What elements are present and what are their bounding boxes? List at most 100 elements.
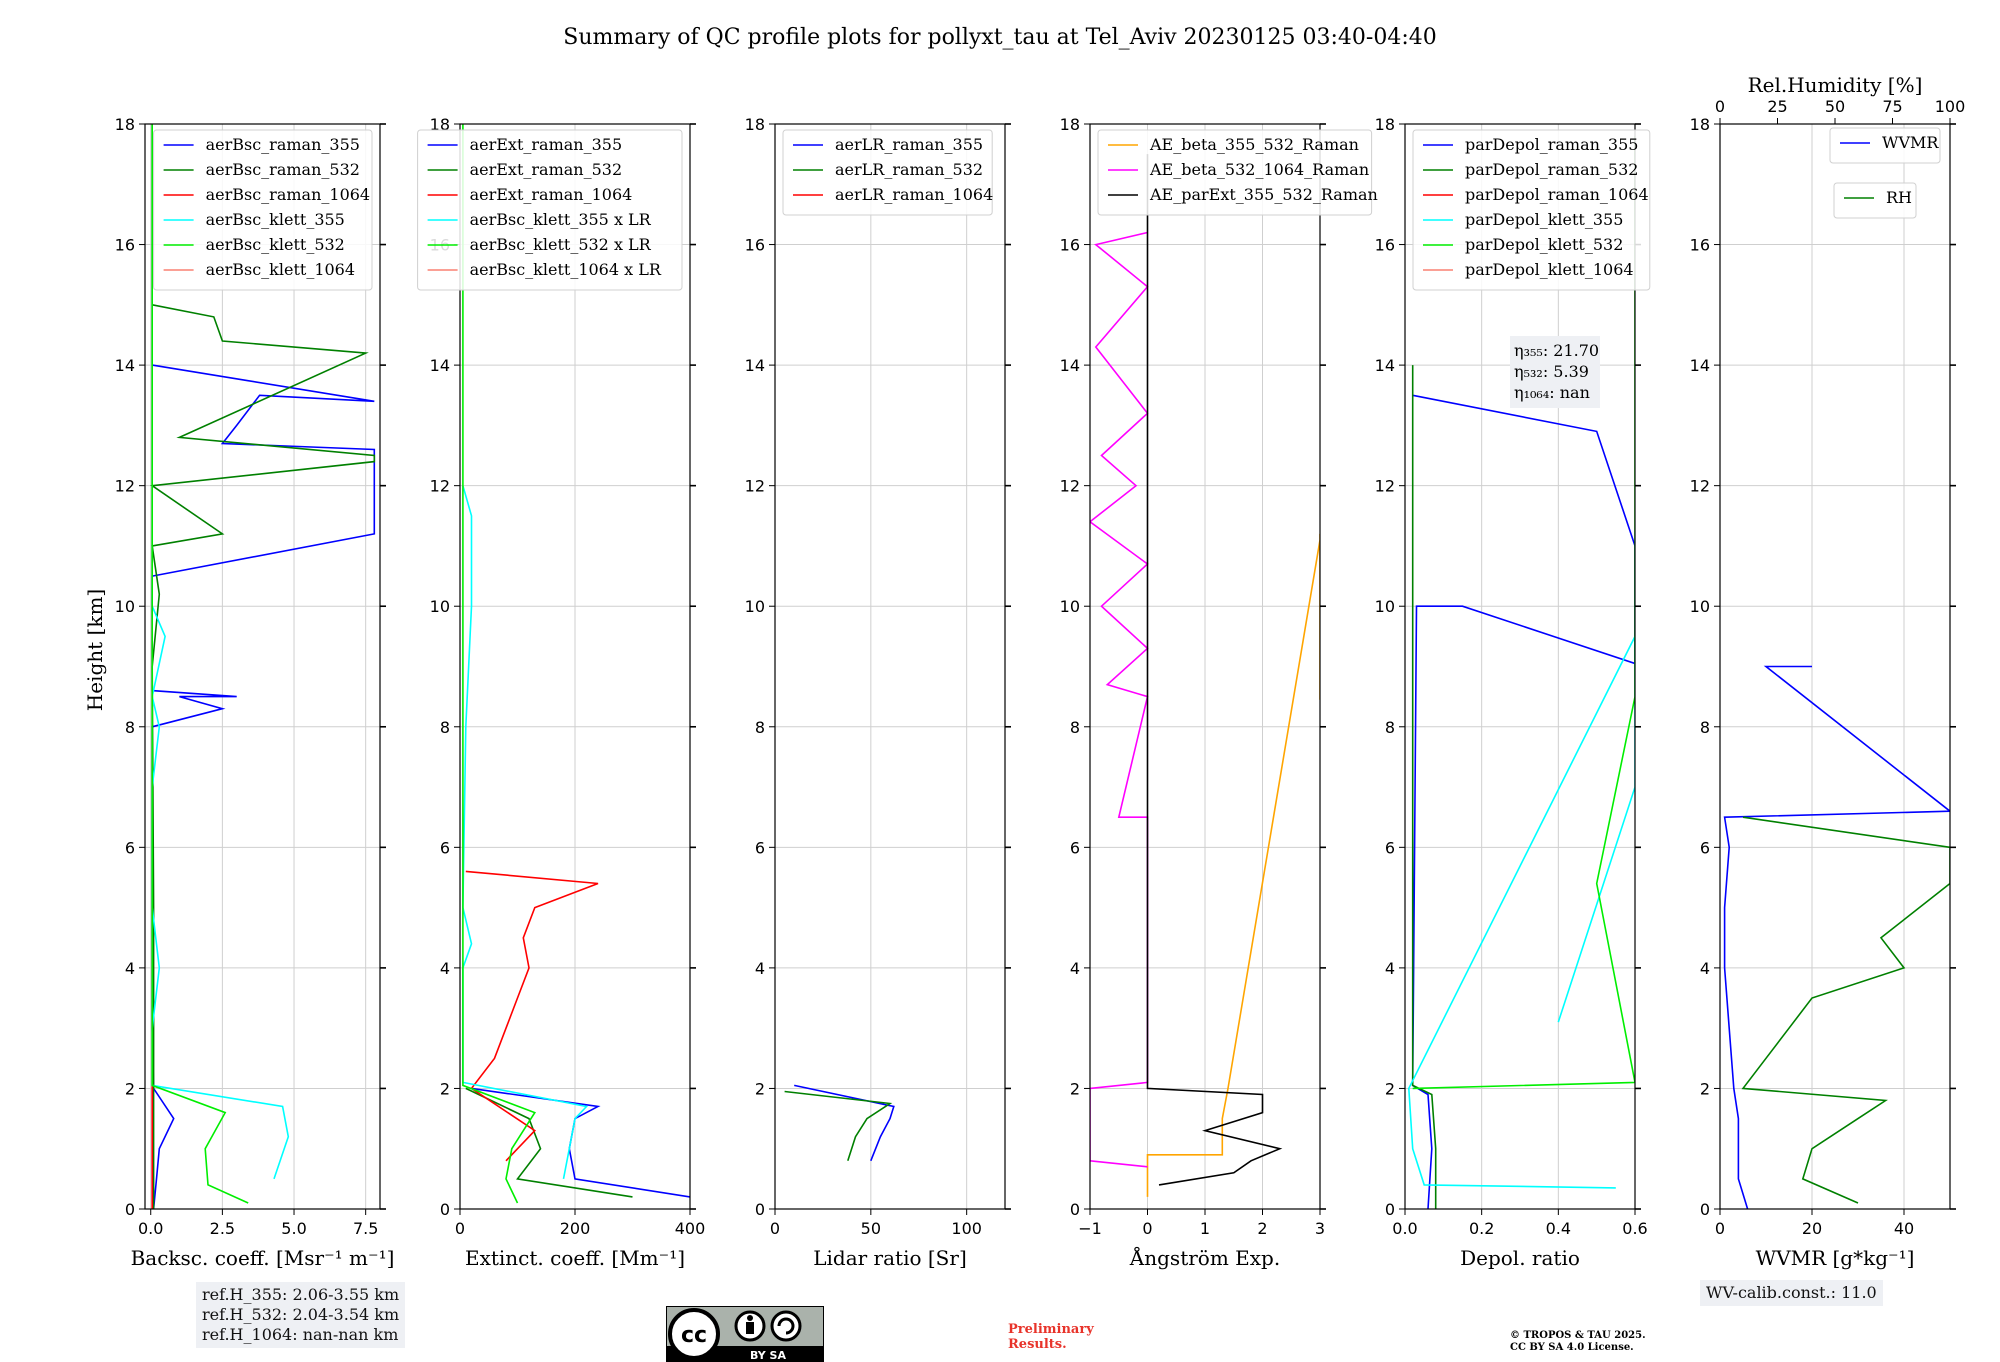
series-group [1090,154,1320,1197]
x-axis-label: Ångström Exp. [1129,1245,1280,1270]
x-tick-label: 1 [1200,1219,1210,1238]
refh-355: ref.H_355: 2.06-3.55 km [202,1285,400,1304]
y-tick-label: 12 [1060,477,1080,496]
legend: AE_beta_355_532_Raman AE_beta_532_1064_Ra… [1097,129,1378,216]
series-line-RH [1741,816,1950,1204]
x-tick-label: 0.4 [1546,1219,1571,1238]
y-tick-label: 16 [115,236,135,255]
legend: aerExt_raman_355 aerExt_raman_532 aerExt_r… [417,129,683,291]
refh-1064: ref.H_1064: nan-nan km [202,1325,399,1344]
eta-annotation: η₃₅₅: 21.70 η₅₃₂: 5.39 η₁₀₆₄: nan [1510,336,1600,408]
x-tick-label: 50 [861,1219,881,1238]
series-line-parDepol_klett_355 [1407,636,1635,1189]
legend-box [1829,127,1941,164]
series-line-aerExt_raman_1064 [465,870,599,1162]
wv-calib-const: WV-calib.const.: 11.0 [1706,1283,1877,1302]
legend-entry: AE_beta_532_1064_Raman [1149,160,1369,179]
y-tick-label: 8 [1385,718,1395,737]
y-tick-label: 12 [115,477,135,496]
x2-tick-label: 50 [1825,97,1845,116]
y-tick-label: 14 [1375,356,1395,375]
y-tick-label: 8 [440,718,450,737]
y-tick-label: 6 [755,838,765,857]
legend-entry: aerLR_raman_532 [835,160,983,179]
y-tick-label: 16 [745,236,765,255]
panel-ext: 0246810121416180200400Extinct. coeff. [M… [417,115,706,1270]
legend-entry: aerExt_raman_1064 [470,185,633,204]
axes-frame [774,123,1006,1210]
axes-frame [1404,123,1636,1210]
x-tick-label: 0 [1142,1219,1152,1238]
y-tick-label: 18 [115,115,135,134]
y-tick-label: 16 [1375,236,1395,255]
legend-entry: parDepol_raman_355 [1465,135,1638,154]
y-tick-label: 14 [1690,356,1710,375]
cc-badge-label: BY SA [750,1349,787,1362]
axes-frame [1719,123,1951,1210]
y-tick-label: 14 [1060,356,1080,375]
eta-eta532: η₅₃₂: 5.39 [1514,362,1589,381]
legend: aerLR_raman_355 aerLR_raman_532 aerLR_rama… [782,129,993,216]
x-axis-label: Extinct. coeff. [Mm⁻¹] [465,1246,685,1270]
panel-depol: 0 2 4 6 8 10 12 14 16 18 0.0 0.2 0.4 0.6 Depol. ratio p… [1375,115,1651,1270]
legend-box [782,129,993,216]
eta-box [1510,336,1600,408]
legend-entry: aerExt_raman_532 [470,160,623,179]
x-tick-label: 0.0 [1392,1219,1417,1238]
x-tick-label: 7.5 [353,1219,378,1238]
x-axis-label: WVMR [g*kg⁻¹] [1756,1246,1915,1270]
x-tick-label: 0.6 [1622,1219,1647,1238]
legend: RH [1833,182,1917,219]
x-axis-label: Lidar ratio [Sr] [813,1246,967,1270]
cc-license-badge: cc BY SA [666,1306,824,1362]
legend-entry: parDepol_klett_532 [1465,235,1623,254]
x-tick-label: 0 [770,1219,780,1238]
x2-tick-label: 0 [1715,97,1725,116]
panel-lr: 0 2 4 6 8 10 12 14 16 18 0 50 100 Lidar ratio [Sr] aer… [745,115,1011,1270]
wv-calibration-box: WV-calib.const.: 11.0 [1700,1280,1883,1306]
y-tick-label: 4 [125,959,135,978]
legend-entry: aerBsc_klett_1064 x LR [470,260,662,279]
y-tick-label: 0 [755,1200,765,1219]
y-tick-label: 6 [440,838,450,857]
y-tick-label: 4 [440,959,450,978]
series-line-aerBsc_klett_355 x LR [462,485,589,1180]
legend-entry: parDepol_klett_1064 [1465,260,1634,279]
preliminary-line-2: Results. [1008,1337,1067,1352]
legend-box [417,129,683,291]
series-line-parDepol_raman_355 [1411,394,1635,1209]
y-tick-label: 2 [125,1079,135,1098]
series-line-aerExt_raman_532 [465,1087,633,1198]
legend-entry: aerBsc_klett_355 x LR [470,210,652,229]
legend-box [1412,129,1651,291]
legend-entry: AE_beta_355_532_Raman [1149,135,1359,154]
x-tick-label: 2 [1257,1219,1267,1238]
x-axis-label: Depol. ratio [1460,1246,1580,1270]
series-group [462,124,690,1204]
svg-text:cc: cc [681,1323,707,1348]
y-tick-label: 8 [125,718,135,737]
legend-entry: parDepol_klett_355 [1465,210,1623,229]
series-line-aerBsc_klett_532 x LR [462,124,537,1204]
legend-box [153,129,373,291]
legend-entry: aerBsc_klett_532 x LR [470,235,652,254]
y-tick-label: 0 [125,1200,135,1219]
legend-entry: parDepol_raman_1064 [1465,185,1649,204]
preliminary-line-1: Preliminary [1008,1322,1094,1337]
legend-entry: aerLR_raman_355 [835,135,983,154]
series-line-AE_beta_532_1064_Raman [1090,231,1149,1168]
y-tick-label: 6 [1070,838,1080,857]
x-tick-label: 0.2 [1469,1219,1494,1238]
series-line-aerBsc_klett_532 [151,124,249,1204]
panel-bsc: 0 2 4 6 8 10 12 14 16 18 0.0 2.5 5.0 7.5 Backsc. coeff… [115,115,395,1270]
y-tick-label: 10 [745,597,765,616]
y-tick-label: 14 [430,356,450,375]
x-tick-label: 400 [675,1219,706,1238]
eta-eta355: η₃₅₅: 21.70 [1514,341,1599,360]
series-line-aerBsc_raman_532 [149,304,376,1209]
series-group [149,124,376,1209]
series-line-aerLR_raman_532 [784,1090,893,1162]
